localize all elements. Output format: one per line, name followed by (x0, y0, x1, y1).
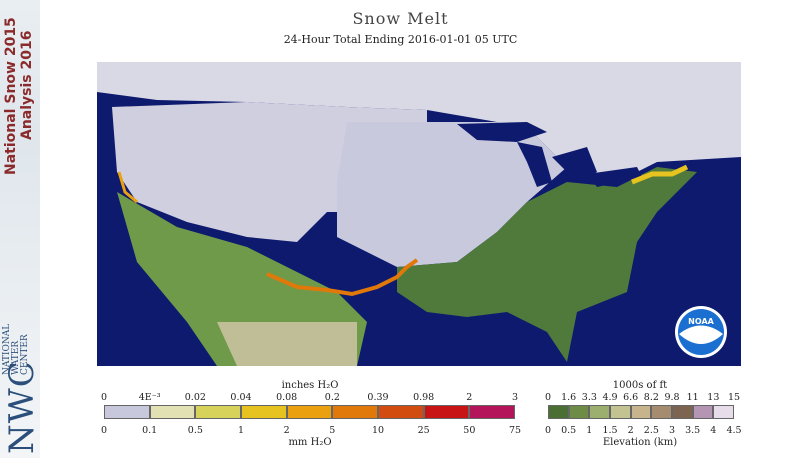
melt-legend-tick: 1 (237, 425, 245, 436)
elev-legend-swatch (610, 405, 631, 419)
melt-legend-bottom-title: mm H₂O (288, 437, 332, 448)
melt-legend-tick: 0.2 (324, 392, 340, 403)
melt-legend-swatch (378, 405, 424, 419)
elev-legend-tick: 4.5 (726, 425, 742, 436)
eastern-land (397, 167, 697, 362)
melt-legend-swatch (195, 405, 241, 419)
melt-band-northeast (631, 164, 689, 185)
elev-legend-tick: 1 (586, 425, 593, 436)
elev-legend-tick: 0.5 (561, 425, 577, 436)
melt-legend-tick: 5 (329, 425, 336, 436)
elev-legend-bottom-title: Elevation (km) (602, 437, 678, 448)
melt-legend-tick: 25 (417, 425, 430, 436)
elev-legend-tick: 2 (627, 425, 634, 436)
elev-legend-tick: 11 (686, 392, 699, 403)
melt-legend-tick: 3 (511, 392, 519, 403)
elev-legend-swatch (568, 405, 590, 419)
melt-legend-tick: 0 (100, 425, 108, 436)
great-lakes (457, 122, 642, 187)
melt-legend-tick: 75 (508, 425, 522, 436)
melt-legend-tick: 50 (463, 425, 476, 436)
melt-legend-swatch (332, 405, 378, 419)
org-abbrev-logo: NWC (2, 360, 42, 454)
page-title: Snow Melt (352, 9, 449, 28)
melt-legend-swatch (423, 405, 470, 419)
banner-title-line2: Analysis 2016 (19, 30, 35, 140)
melt-legend-swatch (241, 405, 287, 419)
melt-legend-tick: 0.5 (187, 425, 203, 436)
elev-legend-top-title: 1000s of ft (612, 380, 668, 391)
melt-legend-swatch (286, 405, 333, 419)
elev-legend-tick: 0 (544, 425, 552, 436)
melt-legend-tick: 0 (100, 392, 108, 403)
elev-legend-swatch (713, 405, 734, 419)
noaa-logo-text: NOAA (688, 317, 714, 326)
elev-legend-tick: 3 (668, 425, 676, 436)
elev-legend-swatch (672, 405, 693, 419)
elev-legend-tick: 4 (710, 425, 717, 436)
elev-legend-tick: 3.5 (685, 425, 701, 436)
melt-legend-tick: 0.08 (276, 392, 298, 403)
elev-legend-tick: 3.3 (581, 392, 597, 403)
melt-legend-swatch (149, 405, 196, 419)
elev-legend-swatch (589, 405, 610, 419)
melt-legend-tick: 0.1 (142, 425, 158, 436)
elev-legend-tick: 15 (727, 392, 741, 403)
elev-legend-tick: 8.2 (643, 392, 659, 403)
mexico-land (217, 322, 357, 366)
elev-legend-tick: 6.6 (623, 392, 639, 403)
elev-legend-tick: 0 (544, 392, 552, 403)
melt-band-south (266, 258, 419, 297)
elev-legend-tick: 4.9 (602, 392, 618, 403)
melt-legend-tick: 4E⁻³ (138, 392, 161, 403)
elev-legend-tick: 2.5 (643, 425, 659, 436)
melt-legend-tick: 0.04 (230, 392, 252, 403)
melt-legend-top-title: inches H₂O (281, 380, 339, 391)
melt-legend-tick: 2 (283, 425, 290, 436)
side-banner: National Snow 2015 Analysis 2016 NATIONA… (0, 0, 42, 458)
elev-legend-tick: 1.5 (602, 425, 618, 436)
melt-legend-tick: 10 (371, 425, 385, 436)
melt-legend-tick: 0.39 (367, 392, 389, 403)
melt-legend-swatch (469, 405, 515, 419)
elev-legend-swatch (630, 405, 652, 419)
elev-legend-swatch (548, 405, 569, 419)
page-subtitle: 24-Hour Total Ending 2016-01-01 05 UTC (283, 33, 518, 46)
melt-legend-tick: 0.02 (184, 392, 206, 403)
elev-legend-tick: 1.6 (561, 392, 577, 403)
elev-legend-swatch (651, 405, 672, 419)
melt-legend-tick: 2 (466, 392, 473, 403)
snow-melt-map: NOAA (97, 62, 741, 366)
melt-legend-swatch (104, 405, 150, 419)
melt-legend-tick: 0.98 (413, 392, 435, 403)
elev-legend-tick: 9.8 (664, 392, 680, 403)
melt-band-west (117, 171, 138, 204)
plains-snow-region (337, 122, 567, 267)
elev-legend-tick: 13 (707, 392, 720, 403)
elev-legend-swatch (692, 405, 714, 419)
